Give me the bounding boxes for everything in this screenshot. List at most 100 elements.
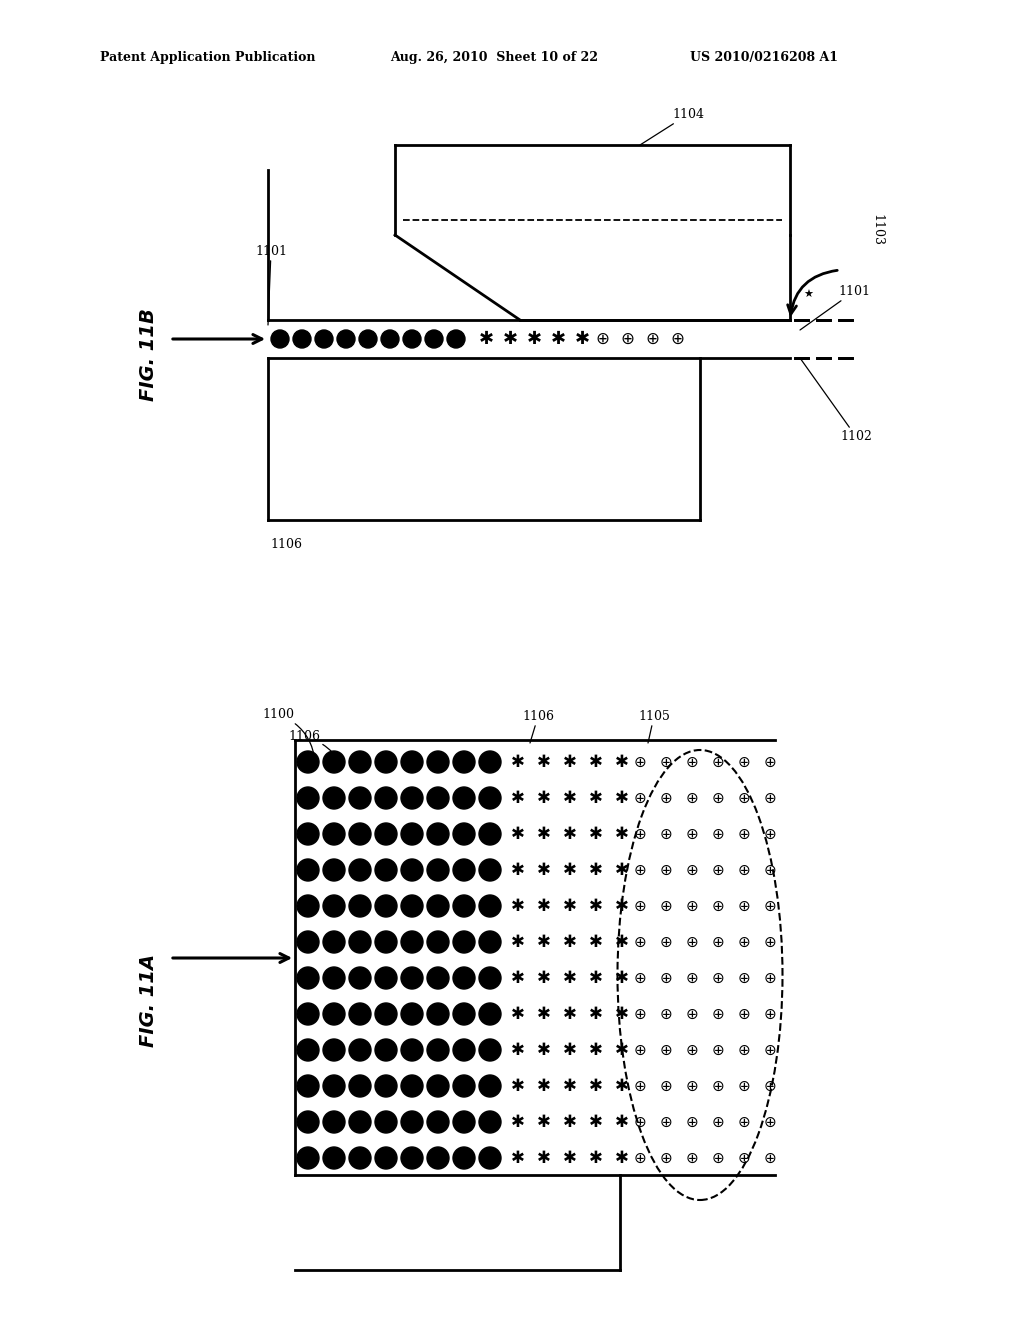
Text: ✱: ✱	[485, 789, 499, 807]
Text: ⊕: ⊕	[764, 862, 776, 878]
Circle shape	[401, 1074, 423, 1097]
Text: 1101: 1101	[255, 246, 287, 325]
Circle shape	[427, 1039, 449, 1061]
Text: ⊕: ⊕	[634, 791, 646, 805]
Text: ✱: ✱	[615, 1041, 629, 1059]
Text: ⊕: ⊕	[686, 1006, 698, 1022]
Text: ✱: ✱	[563, 752, 577, 771]
Text: ⊕: ⊕	[634, 1078, 646, 1093]
Circle shape	[349, 1003, 371, 1026]
Circle shape	[375, 1147, 397, 1170]
Text: ✱: ✱	[589, 969, 603, 987]
Text: ⊕: ⊕	[764, 1078, 776, 1093]
Circle shape	[401, 1039, 423, 1061]
Text: ✱: ✱	[615, 1005, 629, 1023]
Text: ⊕: ⊕	[659, 1006, 673, 1022]
Circle shape	[323, 822, 345, 845]
Text: ✱: ✱	[478, 330, 494, 348]
Text: ⊕: ⊕	[737, 1078, 751, 1093]
Text: 1106: 1106	[522, 710, 554, 743]
Circle shape	[401, 968, 423, 989]
Circle shape	[403, 330, 421, 348]
Text: ★: ★	[803, 290, 813, 300]
Text: ⊕: ⊕	[764, 935, 776, 949]
Circle shape	[479, 968, 501, 989]
Text: ⊕: ⊕	[659, 1151, 673, 1166]
Text: ✱: ✱	[589, 933, 603, 950]
Circle shape	[453, 751, 475, 774]
Text: ⊕: ⊕	[659, 970, 673, 986]
Text: ✱: ✱	[537, 1077, 551, 1096]
Text: ✱: ✱	[615, 969, 629, 987]
Circle shape	[297, 822, 319, 845]
Circle shape	[427, 968, 449, 989]
Text: ⊕: ⊕	[764, 1006, 776, 1022]
Text: ✱: ✱	[537, 898, 551, 915]
Text: ⊕: ⊕	[686, 755, 698, 770]
Circle shape	[427, 931, 449, 953]
Circle shape	[453, 968, 475, 989]
Circle shape	[297, 787, 319, 809]
Text: ✱: ✱	[537, 1113, 551, 1131]
Circle shape	[401, 751, 423, 774]
Text: ⊕: ⊕	[659, 862, 673, 878]
Text: ⊕: ⊕	[764, 1043, 776, 1057]
Circle shape	[323, 931, 345, 953]
Text: ⊕: ⊕	[712, 899, 724, 913]
Circle shape	[453, 1147, 475, 1170]
Text: ✱: ✱	[485, 1113, 499, 1131]
Text: ✱: ✱	[563, 1077, 577, 1096]
Circle shape	[453, 1111, 475, 1133]
Text: ⊕: ⊕	[659, 1078, 673, 1093]
Text: ⊕: ⊕	[686, 791, 698, 805]
Circle shape	[337, 330, 355, 348]
Circle shape	[375, 859, 397, 880]
Circle shape	[297, 968, 319, 989]
Circle shape	[479, 1074, 501, 1097]
Text: ✱: ✱	[563, 969, 577, 987]
Circle shape	[349, 859, 371, 880]
Circle shape	[323, 787, 345, 809]
Text: ✱: ✱	[503, 330, 517, 348]
Text: ✱: ✱	[537, 933, 551, 950]
Circle shape	[427, 1074, 449, 1097]
Circle shape	[453, 822, 475, 845]
Circle shape	[453, 1003, 475, 1026]
Text: ✱: ✱	[563, 861, 577, 879]
Text: ✱: ✱	[537, 861, 551, 879]
Circle shape	[293, 330, 311, 348]
Text: ⊕: ⊕	[737, 1151, 751, 1166]
Circle shape	[323, 968, 345, 989]
Text: ✱: ✱	[537, 1041, 551, 1059]
Circle shape	[453, 931, 475, 953]
Text: ✱: ✱	[589, 1148, 603, 1167]
Circle shape	[349, 1147, 371, 1170]
Text: ✱: ✱	[563, 1148, 577, 1167]
Text: ⊕: ⊕	[686, 862, 698, 878]
Text: ⊕: ⊕	[764, 826, 776, 842]
Text: ✱: ✱	[485, 825, 499, 843]
Text: ⊕: ⊕	[686, 1043, 698, 1057]
Text: ✱: ✱	[511, 898, 525, 915]
Circle shape	[453, 895, 475, 917]
Text: ✱: ✱	[615, 1148, 629, 1167]
Circle shape	[349, 895, 371, 917]
Circle shape	[479, 931, 501, 953]
Text: ⊕: ⊕	[764, 755, 776, 770]
Text: ⊕: ⊕	[670, 330, 684, 348]
Circle shape	[349, 931, 371, 953]
Text: ⊕: ⊕	[686, 1151, 698, 1166]
Circle shape	[381, 330, 399, 348]
Circle shape	[401, 822, 423, 845]
Circle shape	[375, 1074, 397, 1097]
Circle shape	[375, 1039, 397, 1061]
Text: ✱: ✱	[537, 1148, 551, 1167]
Text: ✱: ✱	[485, 1041, 499, 1059]
Text: ⊕: ⊕	[686, 826, 698, 842]
Text: ⊕: ⊕	[659, 791, 673, 805]
Text: ✱: ✱	[526, 330, 542, 348]
Circle shape	[375, 895, 397, 917]
Circle shape	[349, 822, 371, 845]
Text: 1101: 1101	[800, 285, 870, 330]
Text: ⊕: ⊕	[712, 1006, 724, 1022]
